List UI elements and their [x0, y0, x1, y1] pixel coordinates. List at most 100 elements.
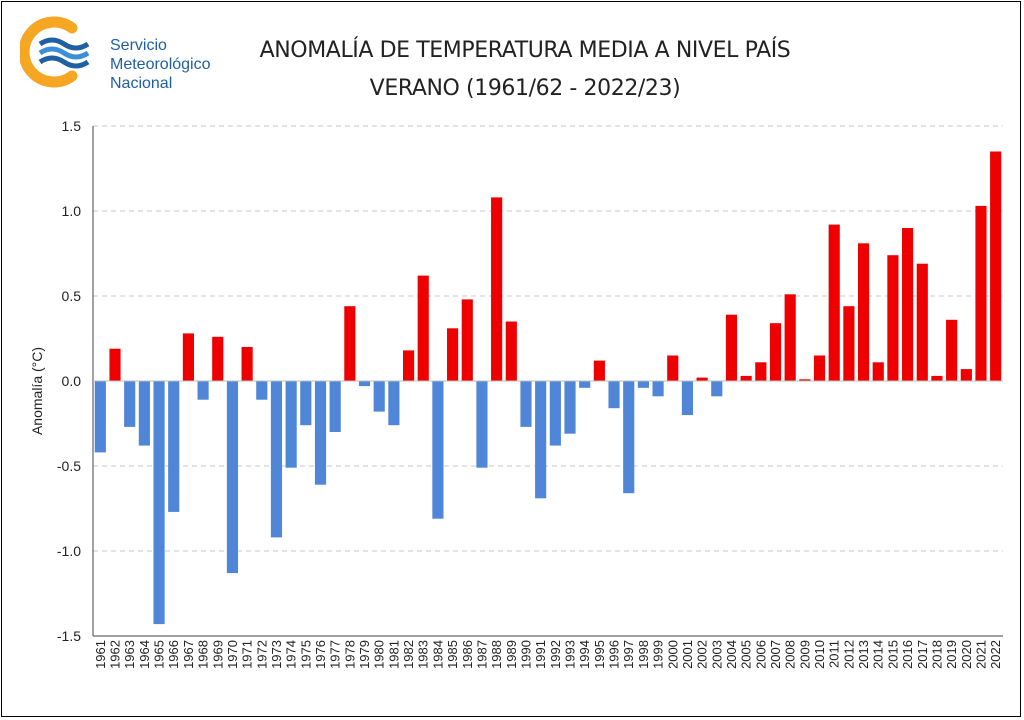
x-tick-label: 2001 [680, 640, 695, 669]
x-tick-label: 2014 [871, 640, 886, 669]
logo-line-1: Servicio [110, 37, 167, 54]
bar-2005 [740, 375, 752, 381]
bar-1999 [652, 381, 664, 397]
x-tick-label: 1969 [210, 640, 225, 669]
x-tick-label: 1990 [518, 640, 533, 669]
bar-2018 [931, 375, 943, 381]
bar-1961 [94, 381, 106, 453]
bar-1967 [182, 333, 194, 381]
x-tick-label: 1968 [196, 640, 211, 669]
x-tick-label: 2005 [739, 640, 754, 669]
x-tick-label: 1980 [372, 640, 387, 669]
x-tick-label: 1973 [269, 640, 284, 669]
y-tick-label: -1.0 [57, 543, 81, 559]
x-tick-label: 1975 [298, 640, 313, 669]
bar-2013 [857, 243, 870, 381]
x-tick-label: 2022 [988, 640, 1003, 669]
bar-2016 [902, 228, 914, 381]
x-tick-label: 2002 [695, 640, 710, 669]
bar-1985 [447, 328, 459, 381]
bar-2003 [711, 381, 723, 397]
x-tick-label: 2016 [900, 640, 915, 669]
x-tick-label: 2007 [768, 640, 783, 669]
x-tick-label: 1976 [313, 640, 328, 669]
bar-1998 [637, 381, 649, 388]
bar-1976 [314, 381, 327, 485]
bar-2008 [784, 294, 796, 381]
bar-1978 [344, 306, 356, 381]
x-tick-label: 1979 [357, 640, 372, 669]
bar-1968 [197, 381, 209, 400]
x-tick-label: 1978 [342, 640, 357, 669]
x-tick-label: 2011 [827, 640, 842, 668]
bar-1963 [124, 381, 136, 427]
bar-1972 [256, 381, 268, 400]
smn-logo: Servicio Meteorológico Nacional [18, 14, 220, 92]
bar-2014 [872, 362, 884, 381]
x-tick-label: 1999 [651, 640, 666, 669]
x-tick-label: 1984 [430, 640, 445, 669]
x-tick-label: 1995 [592, 640, 607, 669]
bar-1993 [564, 381, 576, 434]
x-tick-label: 2018 [929, 640, 944, 669]
chart-title: ANOMALÍA DE TEMPERATURA MEDIA A NIVEL PA… [259, 38, 791, 63]
bar-2010 [813, 355, 826, 381]
bar-1991 [535, 381, 547, 499]
x-tick-label: 2003 [709, 640, 724, 669]
bar-1969 [212, 336, 224, 381]
bar-1994 [579, 381, 591, 388]
x-tick-label: 2012 [841, 640, 856, 669]
bar-1973 [270, 381, 283, 538]
bar-1990 [520, 381, 532, 427]
x-tick-label: 1991 [533, 640, 548, 669]
bar-1970 [226, 381, 239, 574]
y-tick-label: 1.0 [62, 203, 82, 219]
x-tick-label: 1986 [460, 640, 475, 669]
x-tick-label: 1967 [181, 640, 196, 669]
x-tick-label: 1966 [166, 640, 181, 669]
x-tick-label: 1971 [240, 640, 255, 669]
x-tick-label: 1963 [122, 640, 137, 669]
y-tick-label: 0.0 [62, 373, 82, 389]
bar-1980 [373, 381, 385, 412]
x-tick-label: 1981 [386, 640, 401, 669]
x-tick-label: 2006 [753, 640, 768, 669]
y-axis-label: Anomalía (°C) [29, 347, 45, 435]
x-tick-label: 1977 [328, 640, 343, 669]
x-tick-label: 2004 [724, 640, 739, 669]
bar-2015 [887, 255, 899, 381]
bar-1964 [138, 381, 150, 446]
bar-1984 [432, 381, 444, 519]
x-tick-label: 1993 [563, 640, 578, 669]
x-tick-label: 1994 [577, 640, 592, 669]
chart-title-block: ANOMALÍA DE TEMPERATURA MEDIA A NIVEL PA… [240, 32, 810, 108]
logo-line-3: Nacional [110, 75, 173, 92]
y-tick-label: -0.5 [57, 458, 81, 474]
bar-1983 [417, 275, 429, 381]
bar-2012 [843, 306, 855, 381]
x-tick-label: 1988 [489, 640, 504, 669]
bar-2006 [755, 362, 767, 381]
bar-1977 [329, 381, 341, 432]
bar-1962 [109, 348, 121, 381]
x-tick-label: 1962 [108, 640, 123, 669]
bar-2001 [681, 381, 694, 415]
x-tick-label: 2009 [797, 640, 812, 669]
bar-1995 [593, 360, 605, 381]
bar-1988 [491, 197, 503, 381]
bar-1986 [461, 299, 473, 381]
y-tick-label: 0.5 [62, 288, 82, 304]
x-tick-label: 1965 [152, 640, 167, 669]
bar-1982 [402, 350, 415, 381]
bar-2009 [799, 379, 811, 381]
x-tick-label: 2010 [812, 640, 827, 669]
bar-2019 [946, 319, 958, 381]
bar-1979 [358, 381, 371, 387]
bar-2022 [990, 151, 1002, 381]
bar-2000 [667, 355, 679, 381]
x-tick-label: 1989 [504, 640, 519, 669]
x-tick-label: 1998 [636, 640, 651, 669]
bar-1987 [476, 381, 488, 468]
bar-2002 [696, 377, 708, 381]
bar-2011 [828, 224, 840, 381]
